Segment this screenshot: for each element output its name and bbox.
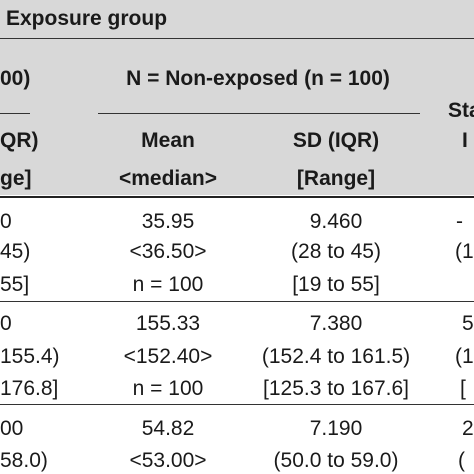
row1-mean: 35.95 xyxy=(142,211,195,232)
row1-bottom-rule xyxy=(0,301,474,302)
exposure-group-title: Exposure group xyxy=(6,8,167,29)
col-sd-header: SD (IQR) xyxy=(293,130,379,151)
row3-left-1: 00 xyxy=(0,418,23,439)
group-right-partial: Sta xyxy=(448,100,474,121)
row1-right-2: (1 xyxy=(455,241,474,262)
group-nonexposed-rule xyxy=(98,113,420,114)
row2-sd: 7.380 xyxy=(310,313,363,334)
col-left-partial-1: QR) xyxy=(0,130,39,151)
title-rule xyxy=(0,38,474,39)
group-right-partial-2: I xyxy=(462,130,468,151)
row1-iqr: (28 to 45) xyxy=(291,241,381,262)
row2-left-3: 176.8] xyxy=(0,378,58,399)
row3-left-2: 58.0) xyxy=(0,450,48,471)
col-median-header: <median> xyxy=(119,168,217,189)
group-left-partial: 00) xyxy=(0,68,30,89)
header-bottom-rule xyxy=(0,196,474,198)
row2-right-1: 5 xyxy=(462,313,474,334)
row2-right-3: [ xyxy=(460,378,466,399)
row1-median: <36.50> xyxy=(129,241,206,262)
row1-sd: 9.460 xyxy=(310,211,363,232)
row2-right-2: (1 xyxy=(455,346,474,367)
row1-range: [19 to 55] xyxy=(292,274,380,295)
row2-left-2: 155.4) xyxy=(0,346,60,367)
row1-right-1: - xyxy=(456,211,463,232)
col-left-partial-2: ge] xyxy=(0,168,32,189)
group-left-rule xyxy=(0,113,30,114)
row3-sd: 7.190 xyxy=(310,418,363,439)
row2-bottom-rule xyxy=(0,404,474,405)
row2-median: <152.40> xyxy=(124,346,213,367)
col-mean-header: Mean xyxy=(141,130,195,151)
row1-left-2: 45) xyxy=(0,241,30,262)
row1-left-1: 0 xyxy=(0,211,12,232)
row2-range: [125.3 to 167.6] xyxy=(263,378,409,399)
row3-right-1: 2 xyxy=(462,418,474,439)
row1-n: n = 100 xyxy=(133,274,204,295)
row3-right-2: ( xyxy=(458,450,465,471)
row2-iqr: (152.4 to 161.5) xyxy=(262,346,410,367)
row3-median: <53.00> xyxy=(129,450,206,471)
row2-n: n = 100 xyxy=(133,378,204,399)
col-range-header: [Range] xyxy=(297,168,375,189)
row1-left-3: 55] xyxy=(0,274,29,295)
row2-mean: 155.33 xyxy=(136,313,200,334)
row3-iqr: (50.0 to 59.0) xyxy=(274,450,399,471)
row2-left-1: 0 xyxy=(0,313,12,334)
row3-mean: 54.82 xyxy=(142,418,195,439)
group-nonexposed: N = Non-exposed (n = 100) xyxy=(126,68,390,89)
